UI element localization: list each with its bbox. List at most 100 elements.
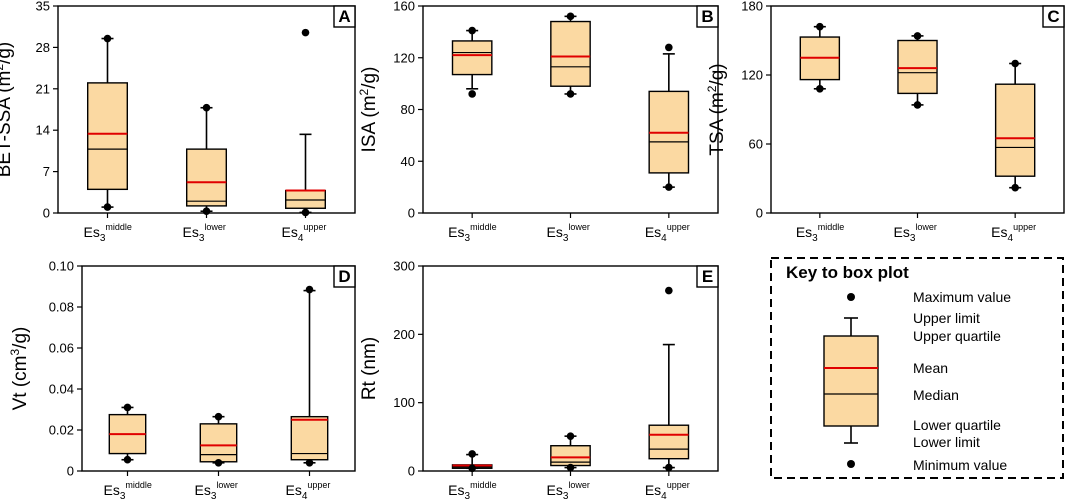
category-subscript: 4: [298, 233, 304, 244]
category-label: Es3lower: [547, 222, 590, 244]
category-superscript: upper: [307, 480, 330, 490]
y-axis-title-main: Rt (nm): [359, 337, 380, 400]
key-minimum-label: Minimum value: [913, 457, 1007, 473]
category-superscript: lower: [204, 222, 226, 232]
key-lower-quartile-label: Lower quartile: [913, 417, 1001, 433]
y-tick-label: 120: [741, 68, 763, 83]
y-tick-label: 28: [36, 40, 50, 55]
y-tick-label: 80: [401, 102, 415, 117]
min-point: [913, 101, 922, 109]
category-base: Es: [282, 224, 298, 240]
max-point: [1011, 59, 1019, 68]
y-axis-title-superscript: 2: [705, 85, 719, 92]
y-axis-title: Rt (nm): [359, 337, 380, 400]
category-label: Es4upper: [645, 222, 690, 244]
category-label: Es3middle: [796, 222, 844, 244]
iqr-box: [199, 423, 238, 463]
category-superscript: lower: [568, 222, 590, 232]
panel-letter-box: [1042, 5, 1065, 28]
min-point: [816, 85, 824, 93]
iqr-box: [550, 20, 591, 87]
category-base: Es: [894, 224, 910, 240]
box-3: [290, 285, 329, 467]
category-subscript: 3: [812, 233, 818, 244]
category-subscript: 3: [563, 491, 569, 502]
y-tick-label: 0: [408, 464, 415, 479]
y-tick-label: 0.08: [49, 300, 74, 315]
panel-letter: B: [701, 7, 713, 26]
category-superscript: upper: [667, 222, 690, 232]
y-tick-label: 300: [393, 259, 415, 274]
category-label: Es3middle: [104, 480, 152, 502]
y-axis-title-main: Vt (cm: [10, 355, 31, 410]
box-1: [86, 34, 128, 211]
category-base: Es: [645, 482, 661, 498]
min-point: [566, 90, 575, 98]
category-base: Es: [991, 224, 1007, 240]
box-plot-key: Key to box plot Maximum value Upper limi…: [770, 257, 1064, 479]
category-subscript: 3: [465, 491, 471, 502]
category-base: Es: [547, 224, 563, 240]
key-min-dot: [847, 460, 855, 468]
box-1: [451, 26, 493, 98]
y-tick-label: 200: [393, 327, 415, 342]
key-mean-label: Mean: [913, 360, 948, 376]
panel-letter: A: [338, 7, 350, 26]
category-subscript: 3: [199, 233, 205, 244]
y-tick-label: 0: [43, 206, 50, 221]
category-superscript: lower: [216, 480, 238, 490]
category-superscript: middle: [105, 222, 132, 232]
y-tick-label: 100: [393, 395, 415, 410]
category-base: Es: [195, 482, 211, 498]
category-superscript: lower: [568, 480, 590, 490]
y-tick-label: 0: [67, 464, 74, 479]
box-2: [550, 12, 591, 98]
category-base: Es: [448, 224, 464, 240]
y-axis-title-unit-tail: /g): [707, 63, 728, 85]
key-title: Key to box plot: [786, 263, 909, 282]
min-point: [305, 459, 314, 467]
min-point: [468, 464, 476, 473]
category-base: Es: [547, 482, 563, 498]
category-superscript: middle: [470, 222, 497, 232]
y-axis-title-unit-tail: /g): [10, 327, 31, 349]
min-point: [214, 459, 223, 467]
key-upper-quartile-label: Upper quartile: [913, 328, 1001, 344]
max-point: [913, 32, 922, 40]
y-tick-label: 120: [393, 50, 415, 65]
y-axis-title-main: BET-SSA (m: [0, 71, 15, 178]
category-label: Es3lower: [547, 480, 590, 502]
category-superscript: upper: [667, 480, 690, 490]
y-axis-title-unit-tail: /g): [359, 67, 380, 89]
y-tick-label: 180: [741, 0, 763, 14]
max-point: [103, 34, 112, 43]
y-tick-label: 40: [401, 154, 415, 169]
category-superscript: upper: [303, 222, 326, 232]
key-lower-limit-label: Lower limit: [913, 434, 980, 450]
y-tick-label: 7: [43, 164, 50, 179]
max-point: [123, 403, 132, 412]
y-axis-title: Vt (cm3/g): [8, 327, 31, 411]
box-3: [285, 28, 327, 217]
box-1: [451, 450, 493, 473]
box-3: [994, 59, 1036, 192]
min-point: [1011, 183, 1019, 192]
category-superscript: lower: [915, 222, 937, 232]
category-subscript: 3: [211, 491, 217, 502]
category-base: Es: [796, 224, 812, 240]
panel-letter-box: [333, 5, 356, 28]
category-subscript: 3: [465, 233, 471, 244]
category-superscript: middle: [470, 480, 497, 490]
category-superscript: middle: [818, 222, 845, 232]
y-tick-label: 0.02: [49, 423, 74, 438]
min-point: [103, 203, 112, 211]
box-1: [799, 22, 841, 93]
category-subscript: 4: [661, 491, 667, 502]
category-subscript: 3: [563, 233, 569, 244]
min-point: [665, 183, 673, 191]
max-point: [665, 286, 673, 295]
max-point: [214, 412, 223, 421]
y-tick-label: 160: [393, 0, 415, 14]
